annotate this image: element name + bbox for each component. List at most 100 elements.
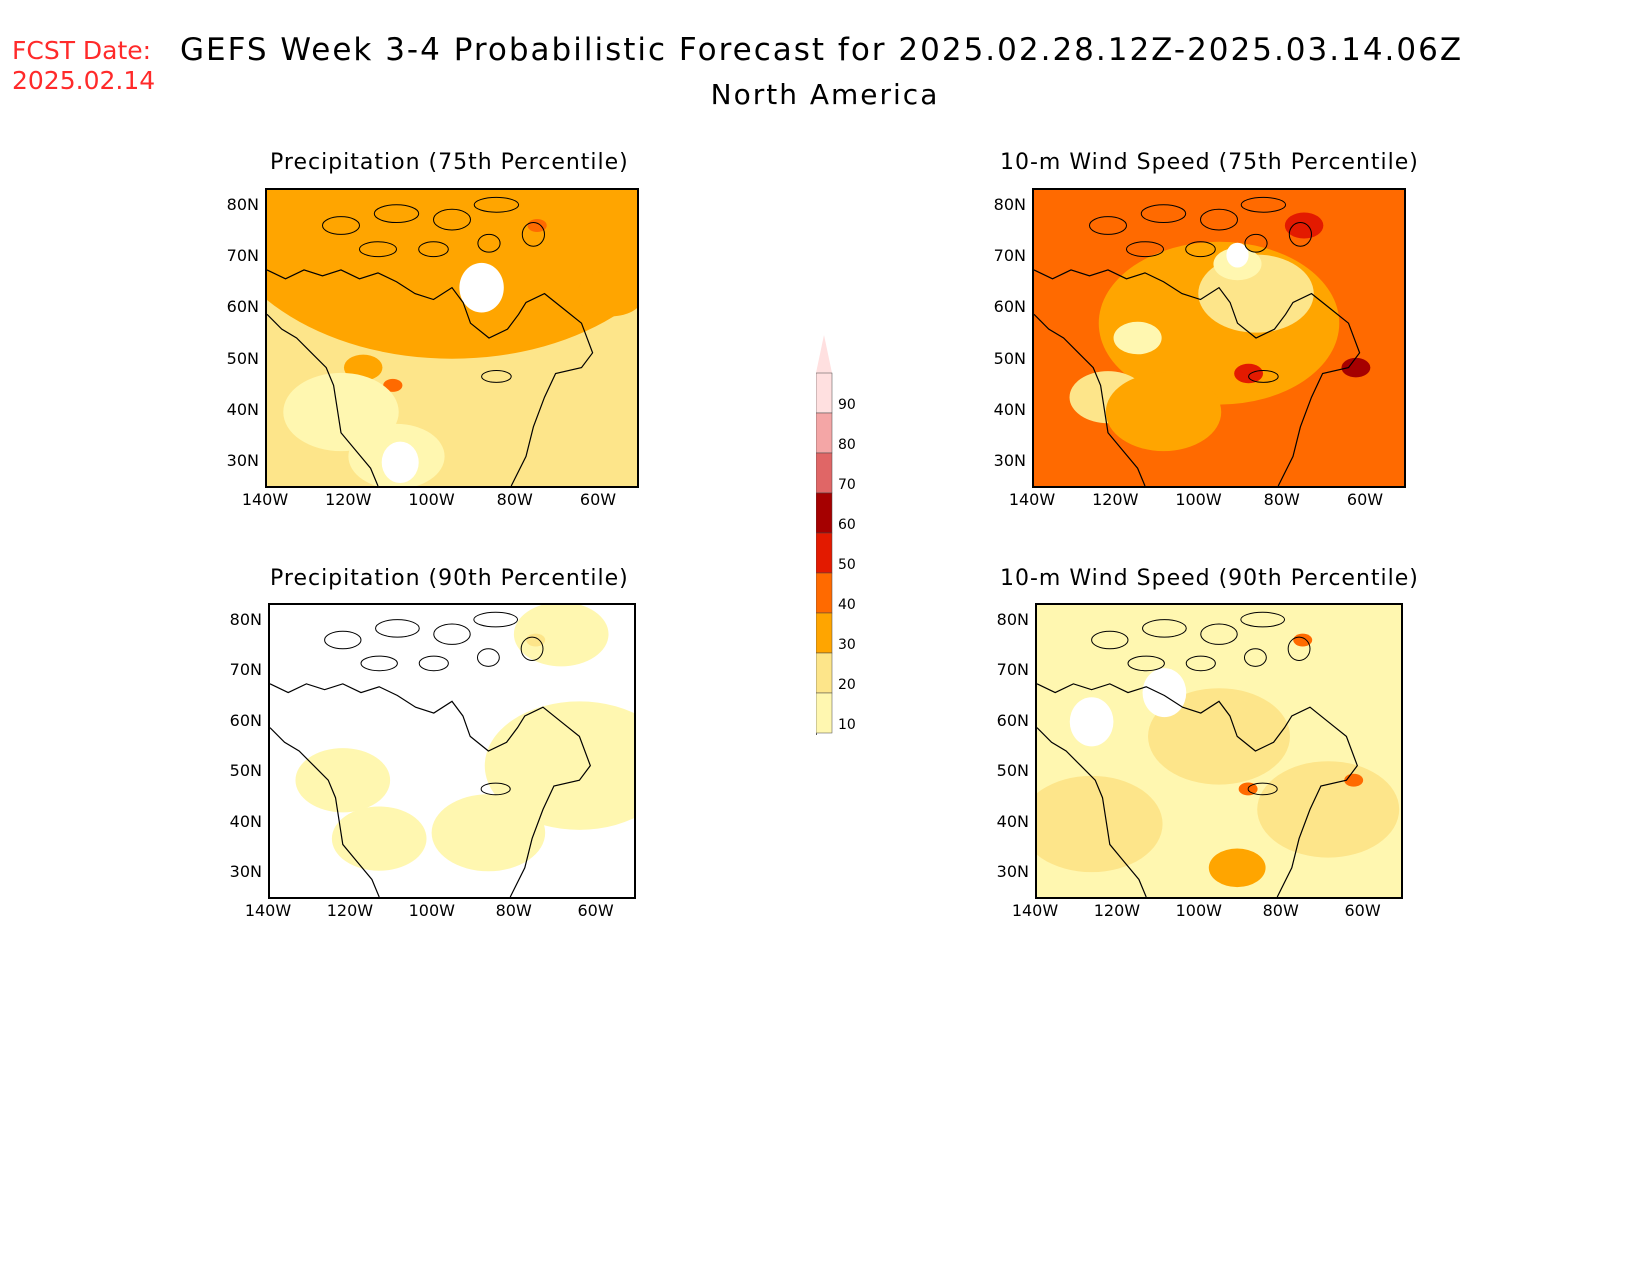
lat-tick-label: 40N <box>229 811 262 831</box>
forecast-date-value: 2025.02.14 <box>12 66 156 95</box>
island-outline <box>1240 611 1286 628</box>
shaded-region <box>1257 761 1400 858</box>
colorbar-level-label: 60 <box>838 517 856 533</box>
lat-tick-label: 80N <box>226 195 259 214</box>
page-title: GEFS Week 3-4 Probabilistic Forecast for… <box>180 32 1464 68</box>
colorbar-level-label: 10 <box>838 717 856 733</box>
colorbar-bottom-cap <box>816 732 817 735</box>
lon-tick-label: 100W <box>408 490 455 509</box>
lon-tick-label: 100W <box>1175 490 1222 509</box>
map-wind75 <box>1032 188 1406 488</box>
shaded-region <box>1113 321 1162 355</box>
map-precip75 <box>265 188 639 488</box>
shaded-region <box>577 270 637 317</box>
island-outline <box>1200 208 1238 231</box>
shaded-region <box>383 378 403 392</box>
panel-title-precip90: Precipitation (90th Percentile) <box>270 566 629 591</box>
colorbar-segment <box>816 612 833 654</box>
lon-tick-label: 100W <box>408 901 455 920</box>
forecast-date-label: FCST Date: <box>12 36 152 65</box>
forecast-date-block: FCST Date: 2025.02.14 <box>12 36 155 96</box>
colorbar-level-label: 50 <box>838 557 856 573</box>
island-outline <box>1089 216 1127 235</box>
shaded-region <box>1148 688 1290 785</box>
unshaded-region <box>459 262 504 313</box>
coastline <box>270 683 591 897</box>
lon-tick-label: 140W <box>1011 901 1059 920</box>
lon-tick-label: 120W <box>1093 901 1141 920</box>
map-canvas <box>267 190 637 486</box>
unshaded-region <box>1226 242 1249 268</box>
island-outline <box>360 655 398 672</box>
island-outline <box>1142 619 1187 638</box>
lat-tick-label: 80N <box>229 610 262 629</box>
lon-tick-label: 80W <box>495 901 532 920</box>
panel-title-wind90: 10-m Wind Speed (90th Percentile) <box>1000 566 1419 591</box>
great-lakes-outline <box>481 370 512 383</box>
shaded-region <box>331 806 427 871</box>
colorbar-top-cap <box>816 335 832 373</box>
shaded-region <box>1341 357 1371 378</box>
colorbar-segment <box>816 692 833 734</box>
shaded-region <box>484 701 634 830</box>
shaded-region <box>431 794 546 872</box>
island-outline <box>433 208 471 231</box>
island-outline <box>1288 222 1312 247</box>
shaded-region <box>283 372 399 452</box>
lon-tick-label: 60W <box>577 901 614 920</box>
lon-tick-label: 140W <box>244 901 292 920</box>
lat-tick-label: 80N <box>996 610 1029 629</box>
island-outline <box>359 241 397 258</box>
island-outline <box>520 636 544 661</box>
map-precip90 <box>268 603 636 899</box>
island-outline <box>324 630 362 650</box>
lon-tick-label: 60W <box>579 490 617 509</box>
island-outline <box>521 222 545 247</box>
lat-tick-label: 50N <box>229 761 262 781</box>
lon-tick-label: 100W <box>1175 901 1222 920</box>
unshaded-region <box>1142 668 1187 718</box>
colorbar <box>816 335 833 735</box>
island-outline <box>476 648 500 667</box>
island-outline <box>1185 655 1216 672</box>
island-outline <box>418 655 449 672</box>
lat-tick-label: 70N <box>226 246 259 266</box>
lon-tick-label: 140W <box>1008 490 1056 509</box>
island-outline <box>473 196 520 213</box>
lat-tick-label: 60N <box>226 297 259 317</box>
lon-tick-label: 60W <box>1344 901 1381 920</box>
island-outline <box>373 204 420 224</box>
lat-tick-label: 30N <box>993 451 1026 470</box>
colorbar-segment <box>816 492 833 534</box>
lon-tick-label: 140W <box>241 490 289 509</box>
colorbar-segment <box>816 372 833 414</box>
lat-tick-label: 40N <box>993 399 1026 419</box>
colorbar-level-label: 20 <box>838 677 856 693</box>
island-outline <box>1140 204 1187 224</box>
lat-tick-label: 30N <box>226 451 259 470</box>
lat-tick-label: 30N <box>229 862 262 881</box>
lat-tick-label: 80N <box>993 195 1026 214</box>
unshaded-region <box>381 441 419 484</box>
great-lakes-outline <box>1248 370 1279 383</box>
island-outline <box>375 619 420 638</box>
map-canvas <box>270 605 634 897</box>
colorbar-level-label: 90 <box>838 397 856 413</box>
island-outline <box>1127 655 1165 672</box>
colorbar-level-label: 70 <box>838 477 856 493</box>
coastline <box>1034 269 1361 486</box>
colorbar-segment <box>816 452 833 494</box>
lat-tick-label: 70N <box>996 660 1029 680</box>
island-outline <box>1126 241 1164 258</box>
colorbar-segment <box>816 532 833 574</box>
colorbar-level-label: 40 <box>838 597 856 613</box>
shaded-region <box>1105 372 1222 452</box>
shaded-region <box>1208 848 1266 888</box>
shaded-region <box>1234 363 1264 384</box>
coastline <box>270 727 380 897</box>
lat-tick-label: 50N <box>226 348 259 368</box>
island-outline <box>473 611 519 628</box>
coastline <box>267 269 594 486</box>
lat-tick-label: 50N <box>993 348 1026 368</box>
page-subtitle: North America <box>710 78 940 111</box>
